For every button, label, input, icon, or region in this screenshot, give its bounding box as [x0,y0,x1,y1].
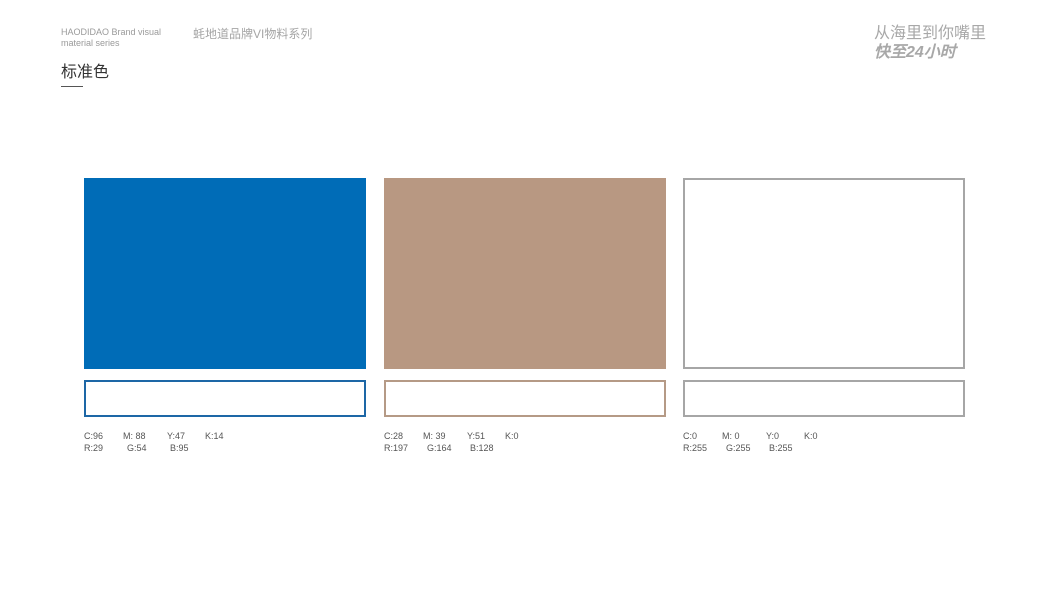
cmyk-row: C:28 M: 39 Y:51 K:0 [384,430,666,442]
color-swatch [84,178,366,369]
slogan: 从海里到你嘴里 快至24小时 [874,24,986,62]
cmyk-row: C:0 M: 0 Y:0 K:0 [683,430,965,442]
cmyk-value: M: 88 [123,431,146,441]
cmyk-value: Y:47 [167,431,186,441]
rgb-value: B:95 [170,443,189,453]
title-underline [61,86,83,87]
rgb-value: R:197 [384,443,409,453]
rgb-value: G:54 [127,443,147,453]
color-values: C:0 M: 0 Y:0 K:0 R:255 G:255 B:255 [683,430,965,454]
slogan-line-2: 快至24小时 [874,44,956,61]
cmyk-value: M: 0 [722,431,740,441]
color-swatch [683,178,965,369]
rgb-value: B:255 [769,443,793,453]
color-outline-box [384,380,666,417]
rgb-row: R:29 G:54 B:95 [84,442,366,454]
cmyk-row: C:96 M: 88 Y:47 K:14 [84,430,366,442]
rgb-value: G:164 [427,443,452,453]
cmyk-value: K:0 [804,431,818,441]
cmyk-value: Y:0 [766,431,780,441]
rgb-value: B:128 [470,443,494,453]
color-swatch [384,178,666,369]
rgb-row: R:255 G:255 B:255 [683,442,965,454]
cmyk-value: Y:51 [467,431,486,441]
cmyk-value: K:14 [205,431,224,441]
color-outline-box [683,380,965,417]
color-values: C:28 M: 39 Y:51 K:0 R:197 G:164 B:128 [384,430,666,454]
page-title: 标准色 [61,64,110,81]
color-values: C:96 M: 88 Y:47 K:14 R:29 G:54 B:95 [84,430,366,454]
rgb-value: R:29 [84,443,104,453]
brand-english-text: HAODIDAO Brand visual material series [61,27,162,48]
cmyk-value: C:0 [683,431,698,441]
cmyk-value: K:0 [505,431,519,441]
slogan-line-1: 从海里到你嘴里 [874,25,987,42]
rgb-row: R:197 G:164 B:128 [384,442,666,454]
cmyk-value: C:96 [84,431,104,441]
rgb-value: G:255 [726,443,751,453]
brand-chinese-text: 蚝地道品牌VI物料系列 [193,27,313,41]
cmyk-value: M: 39 [423,431,446,441]
rgb-value: R:255 [683,443,708,453]
color-outline-box [84,380,366,417]
cmyk-value: C:28 [384,431,404,441]
